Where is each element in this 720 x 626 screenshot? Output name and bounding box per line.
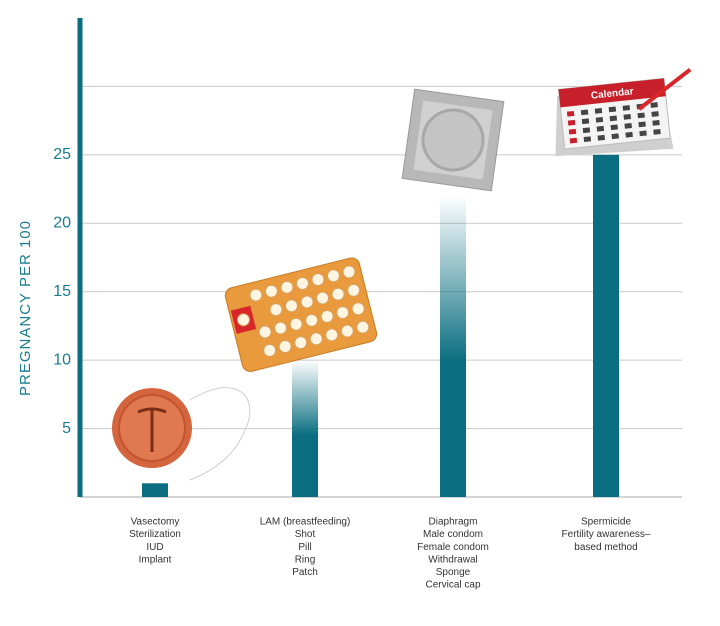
pill	[285, 299, 299, 313]
calendar-day	[610, 124, 619, 131]
calendar-day	[653, 129, 661, 135]
calendar-day	[638, 121, 646, 128]
pill	[309, 332, 323, 346]
pill	[269, 303, 283, 317]
x-tick-label: based method	[574, 542, 637, 553]
pill	[316, 291, 330, 305]
pill-pack-illustration	[224, 257, 378, 372]
calendar-day	[639, 130, 647, 137]
pill	[295, 276, 309, 290]
calendar-day	[568, 128, 577, 135]
calendar-day	[623, 114, 632, 120]
calendar-day	[581, 118, 590, 125]
bar	[593, 154, 619, 497]
calendar-day	[594, 108, 603, 114]
pill	[274, 321, 288, 335]
pill	[278, 340, 292, 354]
pill	[311, 273, 325, 287]
x-tick-label: Pill	[298, 542, 311, 553]
bar	[292, 360, 318, 497]
condom-illustration	[401, 88, 505, 192]
x-tick-label: Fertility awareness–	[562, 529, 651, 540]
calendar-day	[582, 127, 591, 134]
pill	[331, 287, 345, 301]
x-tick-label: Shot	[295, 529, 316, 540]
x-tick-label: Spermicide	[581, 517, 631, 528]
x-tick-label: Diaphragm	[429, 517, 478, 528]
calendar-day	[583, 136, 592, 143]
y-tick-label: 20	[53, 215, 71, 232]
x-tick-label: LAM (breastfeeding)	[260, 517, 351, 528]
y-axis-label: PREGNANCY PER 100	[17, 220, 34, 396]
calendar-day	[637, 112, 645, 119]
pill	[263, 343, 277, 357]
x-tick-label: Ring	[295, 554, 316, 565]
iud-illustration	[112, 387, 251, 481]
calendar-title: Calendar	[590, 86, 634, 101]
pill	[342, 265, 356, 279]
x-tick-label: Patch	[292, 567, 318, 578]
calendar-day	[624, 122, 632, 129]
pill	[340, 324, 354, 338]
x-tick-label: Sponge	[436, 567, 471, 578]
calendar-day	[580, 109, 589, 116]
calendar-day	[611, 133, 619, 140]
calendar-day	[595, 116, 604, 123]
calendar-day	[596, 125, 605, 132]
x-tick-label: Female condom	[417, 542, 489, 553]
calendar-day	[609, 115, 618, 122]
pill	[249, 288, 263, 302]
pill	[264, 284, 278, 298]
x-tick-label: Withdrawal	[428, 554, 477, 565]
pill	[305, 313, 319, 327]
pill	[294, 336, 308, 350]
x-tick-label: Implant	[139, 554, 172, 565]
bars	[142, 154, 619, 497]
pill	[320, 309, 334, 323]
calendar-day	[608, 106, 617, 113]
calendar-illustration: Calendar	[555, 67, 692, 157]
pill	[289, 317, 303, 331]
calendar-day	[567, 119, 576, 126]
pill	[300, 295, 314, 309]
x-tick-label: Sterilization	[129, 529, 181, 540]
calendar-day	[651, 111, 659, 117]
pill	[347, 283, 361, 297]
calendar-day	[566, 110, 575, 117]
pill	[280, 280, 294, 294]
pill	[336, 306, 350, 320]
calendar-day	[650, 102, 658, 108]
calendar-day	[652, 120, 660, 126]
grid	[77, 18, 682, 498]
pill	[258, 325, 272, 339]
y-tick-label: 5	[62, 420, 71, 437]
pill	[326, 269, 340, 283]
x-tick-label: IUD	[146, 542, 163, 553]
x-tick-label: Cervical cap	[425, 580, 480, 591]
pill	[356, 320, 370, 334]
x-tick-label: Male condom	[423, 529, 483, 540]
y-tick-label: 25	[53, 146, 71, 163]
calendar-day	[625, 131, 633, 138]
y-tick-label: 15	[53, 283, 71, 300]
calendar-day	[597, 134, 606, 141]
x-tick-label: Vasectomy	[131, 517, 180, 528]
bar	[440, 195, 466, 497]
calendar-day	[569, 137, 578, 144]
pill	[351, 302, 365, 316]
calendar-day	[622, 105, 631, 111]
bar	[142, 483, 168, 497]
y-tick-label: 10	[53, 351, 71, 368]
pill	[325, 328, 339, 342]
